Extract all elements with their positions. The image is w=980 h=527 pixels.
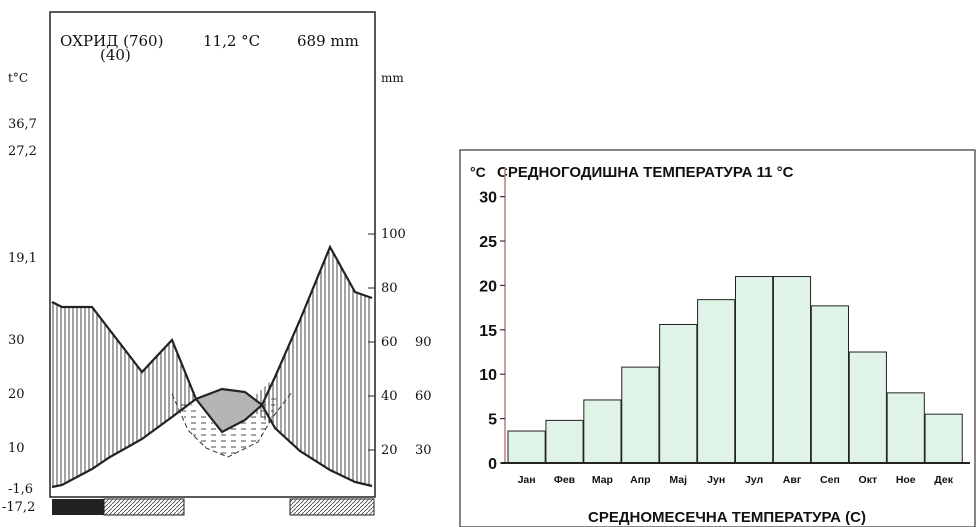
bar-plot-area: 0 5 10 15 20 25 30 Јан Фев Мар Апр Мај Јун Јул Авг Сеп О… [479,168,970,486]
bar-Јан [507,430,546,464]
temperature-bar-chart: °C СРЕДНОГОДИШНА ТЕМПЕРАТУРА 11 °C СРЕДН… [459,149,976,527]
x-tick-label: Авг [783,474,802,486]
bar-Фев [545,419,584,464]
x-tick-label: Јун [707,474,725,486]
bar-Окт [848,351,887,464]
mean-temperature: 11,2 °C [203,32,260,50]
x-tick-label: Сеп [820,474,840,486]
precip-tick-80: 80 [381,281,398,296]
bar-Мај [659,323,698,464]
humid-period-area-right [245,247,372,486]
x-tick-label: Ное [896,474,916,486]
right-axis-ticks: 100 80 60 40 20 90 60 30 [368,227,432,458]
x-tick-label: Мар [592,474,613,486]
station-name: ОХРИД (760) [60,32,163,50]
bar-Сеп [810,305,849,464]
precip-tick-100: 100 [381,227,406,242]
precip-tick-40: 40 [381,389,398,404]
precip-tick-20: 20 [381,443,398,458]
y-tick-label: 10 [479,367,497,384]
y-tick-label: 30 [479,190,497,207]
years-count: (40) [100,46,131,64]
possible-frost-bar-right [289,498,375,516]
x-tick-label: Мај [669,474,687,486]
annual-precipitation: 689 mm [297,32,359,50]
chart-title: СРЕДНОГОДИШНА ТЕМПЕРАТУРА 11 °C [497,164,794,181]
x-tick-label: Апр [630,474,650,486]
x-tick-label: Дек [934,474,953,486]
bar-Ное [886,392,925,464]
bar-Апр [621,366,660,464]
y-tick-label: 20 [479,278,497,295]
y-tick-label: 25 [479,234,497,251]
mean-daily-max-label: 27,2 [8,144,37,159]
possible-frost-bar-left [103,498,185,516]
absolute-min-label: -17,2 [2,500,35,515]
humid-period-area-left [52,302,196,487]
arid-period-area [178,394,278,457]
bar-Авг [772,276,812,464]
y-tick-label: 5 [488,412,497,429]
y-axis-unit: °C [470,164,486,180]
precipitation-curve [51,244,373,434]
secondary-tick-30: 30 [415,443,432,458]
tick-10-label: 10 [8,441,25,456]
precip-tick-60: 60 [381,335,398,350]
max-temp-label: 19,1 [8,251,37,266]
precipitation-axis-label: mm [381,71,404,85]
y-tick-label: 15 [479,323,497,340]
y-tick-label: 0 [488,456,497,473]
x-tick-label: Јул [745,474,763,486]
tick-30-label: 30 [8,333,25,348]
secondary-tick-90: 90 [415,335,432,350]
relative-humid-area [196,389,262,432]
tick-20-label: 20 [8,387,25,402]
secondary-tick-60: 60 [415,389,432,404]
mean-daily-min-label: -1,6 [8,482,33,497]
temperature-axis-label: t°C [8,71,28,85]
x-axis-title: СРЕДНОМЕСЕЧНА ТЕМПЕРАТУРА (C) [588,509,866,526]
bar-Јул [735,276,774,464]
temperature-curve [51,387,373,489]
climate-diagram: ОХРИД (760) (40) 11,2 °C 689 mm t°C mm 3… [2,11,432,516]
frost-period-bar [52,499,104,515]
x-tick-label: Фев [554,474,576,486]
arid-period-outline [171,391,293,458]
bar-Дек [924,413,963,464]
absolute-max-label: 36,7 [8,117,37,132]
x-tick-label: Окт [859,474,878,486]
left-axis-values: 36,7 27,2 19,1 30 20 10 -1,6 -17,2 [2,117,37,515]
bar-Јун [697,299,736,464]
x-tick-label: Јан [518,474,536,486]
bar-Мар [583,399,622,464]
